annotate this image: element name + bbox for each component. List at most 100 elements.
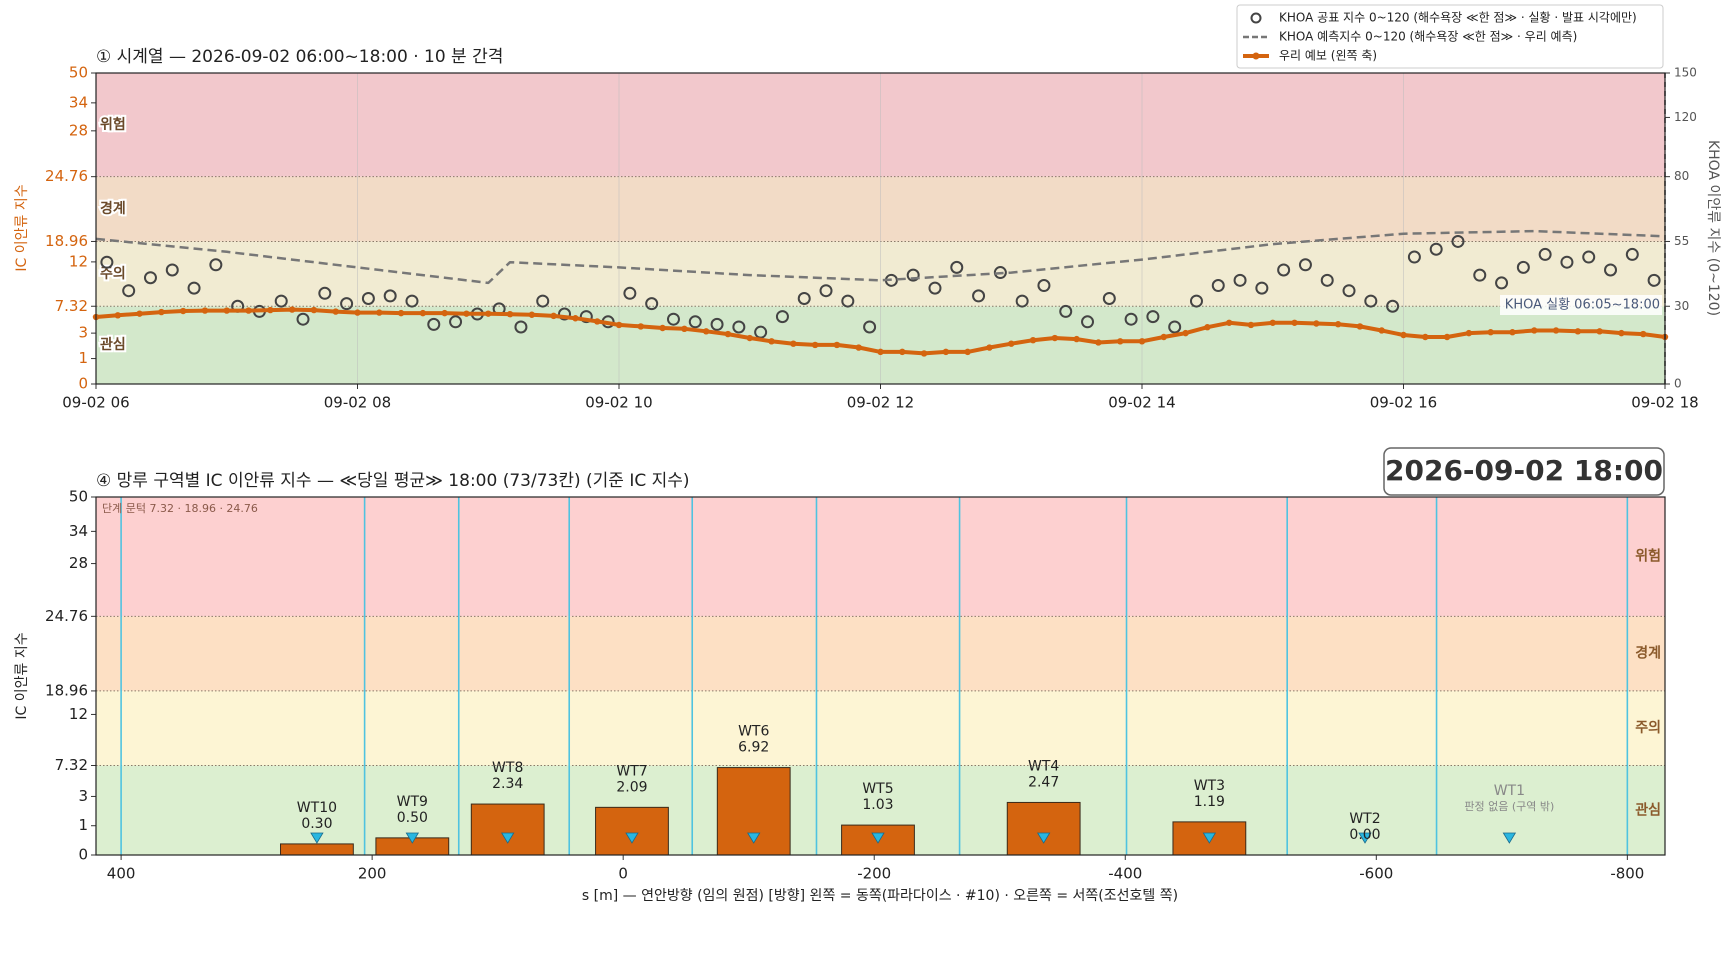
- our-forecast-point: [1443, 333, 1451, 341]
- khoa-point: [1451, 234, 1465, 248]
- threshold-note: 단계 문턱 7.32 · 18.96 · 24.76: [102, 502, 258, 515]
- y2-tick-label: 0: [1674, 377, 1682, 391]
- value-label: 2.47: [1028, 774, 1059, 790]
- our-forecast-point: [768, 338, 775, 345]
- khoa-point: [1604, 263, 1618, 277]
- our-forecast-point: [1487, 329, 1494, 336]
- khoa-point: [1124, 312, 1138, 326]
- zone-marker: [405, 832, 420, 844]
- khoa-point: [318, 286, 332, 300]
- our-forecast-point: [1400, 331, 1407, 339]
- khoa-point: [950, 260, 964, 274]
- our-forecast-point: [1313, 320, 1320, 327]
- khoa-point: [1168, 320, 1182, 334]
- khoa-point: [1560, 255, 1574, 269]
- our-forecast-point: [1422, 333, 1429, 341]
- value-label: 판정 없음 (구역 밖): [1464, 800, 1554, 813]
- khoa-point: [100, 255, 114, 269]
- x-tick-label: 09-02 10: [585, 394, 652, 412]
- x-tick-label: 09-02 18: [1631, 394, 1698, 412]
- our-forecast-point: [1095, 339, 1102, 346]
- frame: [95, 72, 1666, 385]
- y-tick-label: 34: [69, 93, 88, 111]
- our-forecast-point: [245, 307, 252, 314]
- x-tick-label: 09-02 14: [1108, 394, 1175, 412]
- y-tick-label: 3: [78, 324, 88, 342]
- annotation-box: [1500, 295, 1662, 315]
- our-forecast-point: [899, 348, 906, 356]
- legend-marker: [1250, 12, 1262, 24]
- zone-marker: [310, 832, 324, 844]
- y-tick-label: 28: [69, 121, 88, 139]
- our-forecast-point: [1225, 319, 1233, 326]
- our-forecast-point: [1574, 328, 1582, 335]
- chart-title: ① 시계열 — 2026-09-02 06:00~18:00 · 10 분 간격: [96, 47, 503, 67]
- our-forecast-point: [179, 307, 187, 315]
- y2-axis-label: KHOA 이안류 지수 (0~120): [1705, 140, 1721, 316]
- our-forecast-point: [485, 310, 492, 317]
- stage-label: 위험: [1635, 548, 1661, 565]
- our-forecast-point: [877, 348, 884, 356]
- khoa-point: [1037, 279, 1051, 293]
- stage-label: 위험: [100, 116, 126, 133]
- x-tick-label: 09-02 08: [324, 394, 391, 412]
- our-forecast-point: [594, 318, 601, 325]
- timestamp-box: [1383, 447, 1665, 496]
- our-forecast-point: [397, 309, 405, 317]
- stage-label: 주의: [1635, 719, 1661, 736]
- stage-band: [96, 616, 1665, 691]
- y-tick-label: 24.76: [45, 607, 88, 625]
- khoa-point: [1538, 247, 1552, 261]
- our-forecast-point: [1531, 327, 1538, 334]
- chart-title: ④ 망루 구역별 IC 이안류 지수 — ≪당일 평균≫ 18:00 (73/7…: [96, 471, 690, 491]
- khoa-point: [427, 317, 441, 331]
- annotation: KHOA 실황 06:05~18:00: [1505, 298, 1660, 313]
- khoa-point: [1473, 268, 1487, 282]
- x-tick-label: -600: [1359, 865, 1393, 883]
- khoa-point: [1102, 291, 1116, 305]
- y-tick-label: 28: [69, 554, 88, 572]
- our-forecast-point: [1509, 329, 1516, 336]
- y2-tick-label: 80: [1674, 169, 1689, 183]
- x-axis-label: s [m] — 연안방향 (임의 원점) [방향] 왼쪽 = 동쪽(파라다이스 …: [582, 888, 1178, 904]
- y-tick-label: 1: [78, 816, 88, 834]
- our-forecast-point: [136, 310, 143, 317]
- bar: [470, 803, 545, 856]
- khoa-point: [710, 317, 724, 331]
- khoa-point: [1516, 260, 1530, 274]
- khoa-point: [1081, 315, 1095, 329]
- our-forecast-point: [833, 341, 841, 349]
- our-forecast-point: [1269, 319, 1276, 326]
- forecast-line: [95, 229, 1666, 285]
- our-forecast-point: [419, 309, 427, 317]
- category-label: WT10: [297, 800, 337, 816]
- y-tick-label: 0: [78, 375, 88, 393]
- our-forecast-point: [267, 306, 274, 314]
- our-forecast-point: [1334, 321, 1342, 328]
- x-tick-label: 400: [107, 865, 136, 883]
- our-forecast-point: [746, 334, 753, 342]
- y-tick-label: 12: [69, 705, 88, 723]
- legend-label: KHOA 예측지수 0~120 (해수욕장 ≪한 점≫ · 우리 예측): [1279, 30, 1577, 44]
- our-forecast-point: [1378, 327, 1385, 334]
- our-forecast-point: [158, 308, 165, 316]
- khoa-point: [536, 294, 550, 308]
- x-tick-label: 0: [618, 865, 628, 883]
- category-label: WT4: [1028, 758, 1059, 774]
- timestamp: 2026-09-02 18:00: [1385, 454, 1663, 487]
- x-tick-label: -400: [1108, 865, 1142, 883]
- khoa-point: [1189, 294, 1203, 308]
- khoa-point: [143, 271, 157, 285]
- y-tick-label: 0: [78, 846, 88, 864]
- our-forecast-point: [572, 315, 579, 322]
- x-tick-label: 09-02 06: [62, 394, 129, 412]
- khoa-point: [972, 289, 986, 303]
- y-tick-label: 50: [69, 64, 88, 82]
- our-forecast-point: [223, 307, 230, 314]
- our-forecast-point: [659, 324, 666, 332]
- value-label: 2.09: [616, 779, 647, 795]
- khoa-point: [274, 294, 288, 308]
- our-forecast-point: [1291, 319, 1298, 326]
- value-label: 0.00: [1349, 827, 1380, 843]
